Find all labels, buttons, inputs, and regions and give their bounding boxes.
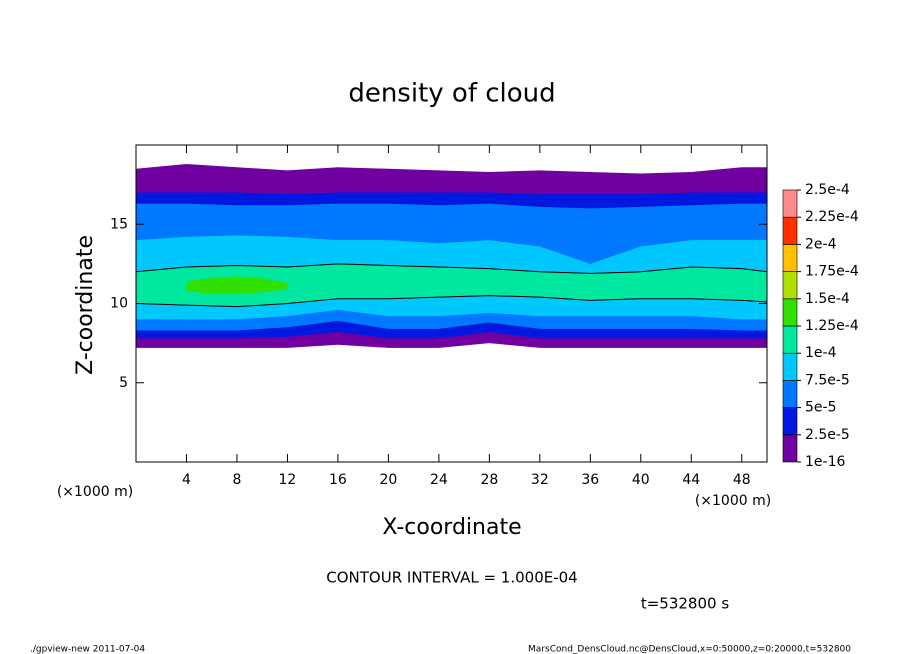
x-tick-label: 36	[581, 472, 599, 488]
x-unit-label: (×1000 m)	[57, 484, 133, 500]
x-tick-label: 8	[232, 472, 241, 488]
colorbar-box	[782, 407, 798, 436]
colorbar-box	[782, 189, 798, 218]
x-unit-label: (×1000 m)	[695, 493, 771, 509]
colorbar-label: 2.25e-4	[805, 209, 859, 225]
colorbar-label: 5e-5	[805, 400, 836, 416]
contour-interval: CONTOUR INTERVAL = 1.000E-04	[326, 569, 577, 587]
x-tick-label: 40	[632, 472, 650, 488]
colorbar-label: 2.5e-5	[805, 427, 850, 443]
x-tick-label: 24	[430, 472, 448, 488]
x-tick-label: 44	[682, 472, 700, 488]
footer-left: ./gpview-new 2011-07-04	[30, 645, 145, 654]
colorbar-box	[782, 325, 798, 354]
colorbar-box	[782, 216, 798, 245]
y-tick-label: 15	[110, 216, 128, 232]
colorbar-box	[782, 434, 798, 463]
time-label: t=532800 s	[641, 595, 729, 613]
chart-title: density of cloud	[348, 79, 555, 109]
colorbar-box	[782, 380, 798, 408]
x-tick-label: 32	[531, 472, 549, 488]
x-tick-label: 20	[379, 472, 397, 488]
colorbar-label: 1.75e-4	[805, 264, 859, 280]
colorbar-label: 1.25e-4	[805, 318, 859, 334]
colorbar-label: 1.5e-4	[805, 291, 850, 307]
x-tick-label: 12	[279, 472, 297, 488]
x-axis-label: X-coordinate	[382, 515, 521, 540]
colorbar-label: 1e-4	[805, 345, 837, 361]
colorbar-box	[782, 352, 798, 381]
x-tick-label: 16	[329, 472, 347, 488]
footer-right: MarsCond_DensCloud.nc@DensCloud,x=0:5000…	[528, 645, 851, 654]
colorbar-box	[782, 298, 798, 327]
colorbar-box	[782, 244, 798, 272]
colorbar-box	[782, 271, 798, 300]
colorbar-label: 1e-16	[805, 454, 845, 470]
colorbar-label: 2.5e-4	[805, 182, 850, 198]
y-axis-label: Z-coordinate	[73, 235, 98, 375]
y-tick-label: 10	[110, 296, 128, 312]
x-tick-label: 48	[733, 472, 751, 488]
x-tick-label: 28	[480, 472, 498, 488]
colorbar-label: 7.5e-5	[805, 372, 850, 388]
y-tick-label: 5	[119, 375, 128, 391]
colorbar-label: 2e-4	[805, 236, 837, 252]
filled-contour	[186, 276, 288, 294]
x-tick-label: 4	[182, 472, 191, 488]
